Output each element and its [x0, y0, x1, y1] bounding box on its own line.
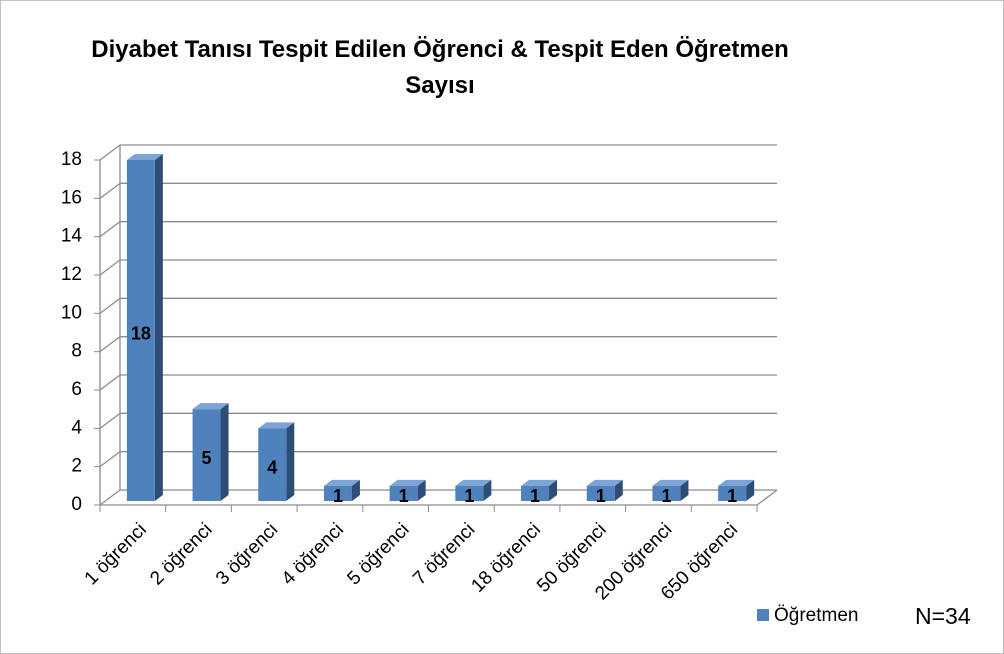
y-tick-label: 18	[61, 149, 82, 170]
y-tick-label: 0	[71, 494, 82, 515]
data-label: 1	[596, 486, 606, 506]
bar-side	[154, 154, 163, 501]
data-label: 1	[399, 486, 409, 506]
bar-front	[718, 485, 747, 501]
bar	[455, 479, 492, 501]
bar-top	[126, 154, 163, 160]
x-tick-label: 4 öğrenci	[278, 519, 348, 589]
bar-side	[220, 403, 229, 501]
x-tick-label: 18 öğrenci	[467, 519, 545, 597]
x-tick-label: 7 öğrenci	[409, 519, 479, 589]
bar-top	[586, 479, 623, 486]
data-label: 5	[202, 448, 212, 468]
bar-front	[323, 485, 352, 501]
y-tick-label: 12	[61, 264, 82, 285]
bar	[126, 154, 163, 501]
legend-label: Öğretmen	[774, 605, 858, 626]
bar	[258, 422, 295, 501]
x-tick-label: 3 öğrenci	[212, 519, 282, 589]
data-label: 18	[131, 323, 151, 343]
bar-front	[192, 409, 221, 501]
grid-line	[99, 374, 121, 391]
grid-line	[99, 412, 121, 429]
bar	[586, 479, 623, 501]
bar-side	[417, 479, 426, 501]
bar-side	[286, 422, 295, 501]
bar-front	[652, 485, 681, 501]
grid-line	[99, 489, 121, 506]
chart-title: Diyabet Tanısı Tespit Edilen Öğrenci & T…	[91, 36, 789, 99]
grid-line	[99, 451, 121, 468]
y-tick-label: 2	[71, 456, 82, 477]
bar	[718, 479, 755, 501]
bar-side	[549, 479, 558, 501]
x-tick-label: 5 öğrenci	[343, 519, 413, 589]
data-label: 1	[333, 486, 343, 506]
data-label: 1	[661, 486, 671, 506]
legend-swatch	[757, 609, 769, 621]
bar-top	[652, 479, 689, 486]
bar	[323, 479, 360, 501]
bar	[192, 403, 229, 501]
bar-side	[680, 479, 689, 501]
grid-line	[99, 259, 121, 276]
bar-front	[521, 485, 550, 501]
bar-top	[718, 479, 755, 486]
data-label: 1	[464, 486, 474, 506]
bar-side	[746, 479, 755, 501]
y-tick-label: 8	[71, 341, 82, 362]
annotation: N=34	[915, 603, 971, 629]
floor-edge	[756, 489, 778, 506]
y-tick-label: 16	[61, 187, 82, 208]
data-label: 1	[530, 486, 540, 506]
bar-front	[389, 485, 418, 501]
y-tick-label: 14	[61, 226, 83, 247]
bar-top	[258, 422, 295, 429]
bar-top	[389, 479, 426, 486]
bar	[389, 479, 426, 501]
bar-top	[455, 479, 492, 486]
y-tick-label: 4	[71, 417, 82, 438]
bar	[652, 479, 689, 501]
grid-line	[99, 336, 121, 353]
grid-line	[99, 297, 121, 314]
bar-top	[521, 479, 558, 486]
bar-front	[455, 485, 484, 501]
x-tick-label: 1 öğrenci	[81, 519, 151, 589]
bar-front	[126, 160, 155, 501]
x-tick-label: 2 öğrenci	[146, 519, 216, 589]
bar-front	[258, 428, 287, 501]
grid-line	[99, 221, 121, 238]
bar-side	[614, 479, 623, 501]
data-label: 1	[727, 486, 737, 506]
bar-side	[483, 479, 492, 501]
y-tick-label: 6	[71, 379, 82, 400]
grid-line	[99, 182, 121, 199]
y-tick-label: 10	[61, 302, 82, 323]
grid-line	[99, 144, 121, 161]
bar-top	[323, 479, 360, 486]
data-label: 4	[267, 457, 277, 477]
bar	[521, 479, 558, 501]
bar-top	[192, 403, 229, 410]
bar-front	[586, 485, 615, 501]
bar-side	[351, 479, 360, 501]
